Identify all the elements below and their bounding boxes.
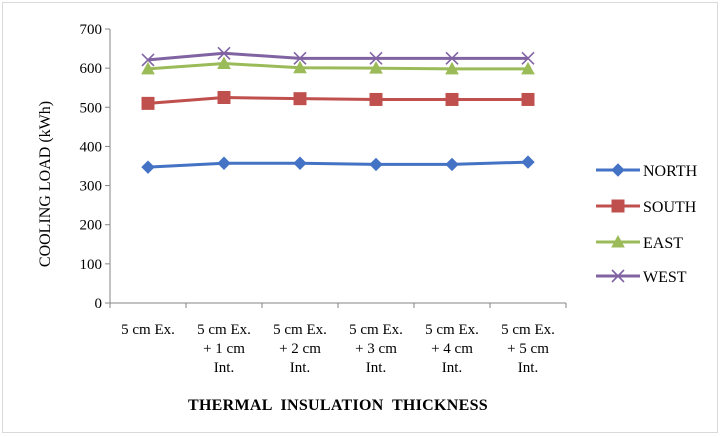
series-south (141, 91, 535, 110)
data-point-south (217, 91, 231, 104)
x-tick-label: + 1 cm (203, 341, 245, 357)
data-point-west (445, 51, 459, 65)
x-tick-label: Int. (366, 360, 386, 376)
x-tick-label: 5 cm Ex. (273, 322, 327, 338)
series-west (141, 46, 535, 67)
x-tick-label: 5 cm Ex. (349, 322, 403, 338)
series-line-west (147, 51, 528, 62)
data-point-west (217, 46, 231, 60)
legend-marker (611, 199, 625, 213)
data-point-north (217, 156, 231, 170)
x-tick-label: 5 cm Ex. (501, 322, 555, 338)
data-point-south (521, 92, 535, 106)
legend-item-north: NORTH (596, 163, 698, 180)
x-tick-label: 5 cm Ex. (121, 322, 175, 338)
x-tick-label: Int. (518, 360, 538, 376)
data-point-north (445, 157, 459, 172)
data-point-east (369, 61, 383, 74)
x-tick-label: Int. (290, 360, 310, 376)
x-tick-label: + 3 cm (355, 341, 397, 357)
y-tick-label: 200 (80, 218, 103, 234)
data-point-south (141, 96, 155, 110)
data-point-east (445, 61, 459, 75)
data-point-north (521, 155, 535, 169)
legend-item-south: SOUTH (596, 199, 697, 216)
data-point-east (293, 60, 307, 74)
y-tick-label: 700 (80, 22, 103, 38)
legend-label: NORTH (643, 163, 698, 180)
series-line-east (147, 61, 528, 71)
legend-item-east: EAST (596, 234, 683, 252)
data-point-north (141, 160, 155, 174)
data-point-south (369, 92, 383, 106)
y-tick-label: 0 (95, 296, 103, 312)
legend-label: EAST (643, 235, 683, 252)
x-tick-label: + 5 cm (507, 341, 549, 357)
y-tick-label: 600 (80, 61, 103, 77)
series-layer (141, 46, 535, 174)
x-tick-label: 5 cm Ex. (425, 322, 479, 338)
x-tick-label: + 2 cm (279, 341, 321, 357)
data-point-east (521, 61, 535, 75)
data-point-west (369, 51, 383, 65)
legend-label: SOUTH (643, 199, 697, 216)
data-point-west (521, 51, 535, 65)
data-point-east (141, 61, 155, 75)
y-tick-label: 500 (80, 100, 103, 116)
data-point-north (369, 157, 383, 172)
legend-marker (611, 269, 625, 283)
data-point-west (293, 51, 307, 65)
legend-marker (611, 234, 625, 248)
data-point-south (445, 92, 459, 106)
series-east (141, 56, 535, 75)
data-point-north (293, 156, 307, 170)
y-tick-label: 300 (80, 179, 103, 195)
chart-frame (2, 2, 718, 433)
series-line-north (147, 160, 529, 169)
legend: NORTH SOUTH EAST WEST (596, 163, 698, 286)
data-point-west (141, 53, 155, 67)
y-axis-title: COOLING LOAD (kWh) (37, 101, 54, 267)
x-axis-title: THERMAL INSULATION THICKNESS (188, 397, 488, 414)
x-tick-label: Int. (442, 360, 462, 376)
x-tick-label: + 4 cm (431, 341, 473, 357)
x-tick-label: 5 cm Ex. (197, 322, 251, 338)
legend-item-west: WEST (596, 269, 687, 286)
series-north (141, 155, 535, 174)
y-tick-label: 400 (80, 139, 103, 155)
series-line-south (147, 96, 528, 105)
legend-marker (611, 163, 625, 177)
legend-label: WEST (643, 269, 687, 286)
x-tick-label: Int. (214, 360, 234, 376)
data-point-south (293, 92, 307, 106)
x-axis-ticks: 5 cm Ex. 5 cm Ex. + 1 cm Int. 5 cm Ex. + 2 cm… (109, 303, 567, 376)
y-axis-ticks: 0 100 200 300 400 500 600 700 (80, 22, 110, 312)
y-tick-label: 100 (80, 257, 103, 273)
data-point-east (217, 56, 231, 69)
